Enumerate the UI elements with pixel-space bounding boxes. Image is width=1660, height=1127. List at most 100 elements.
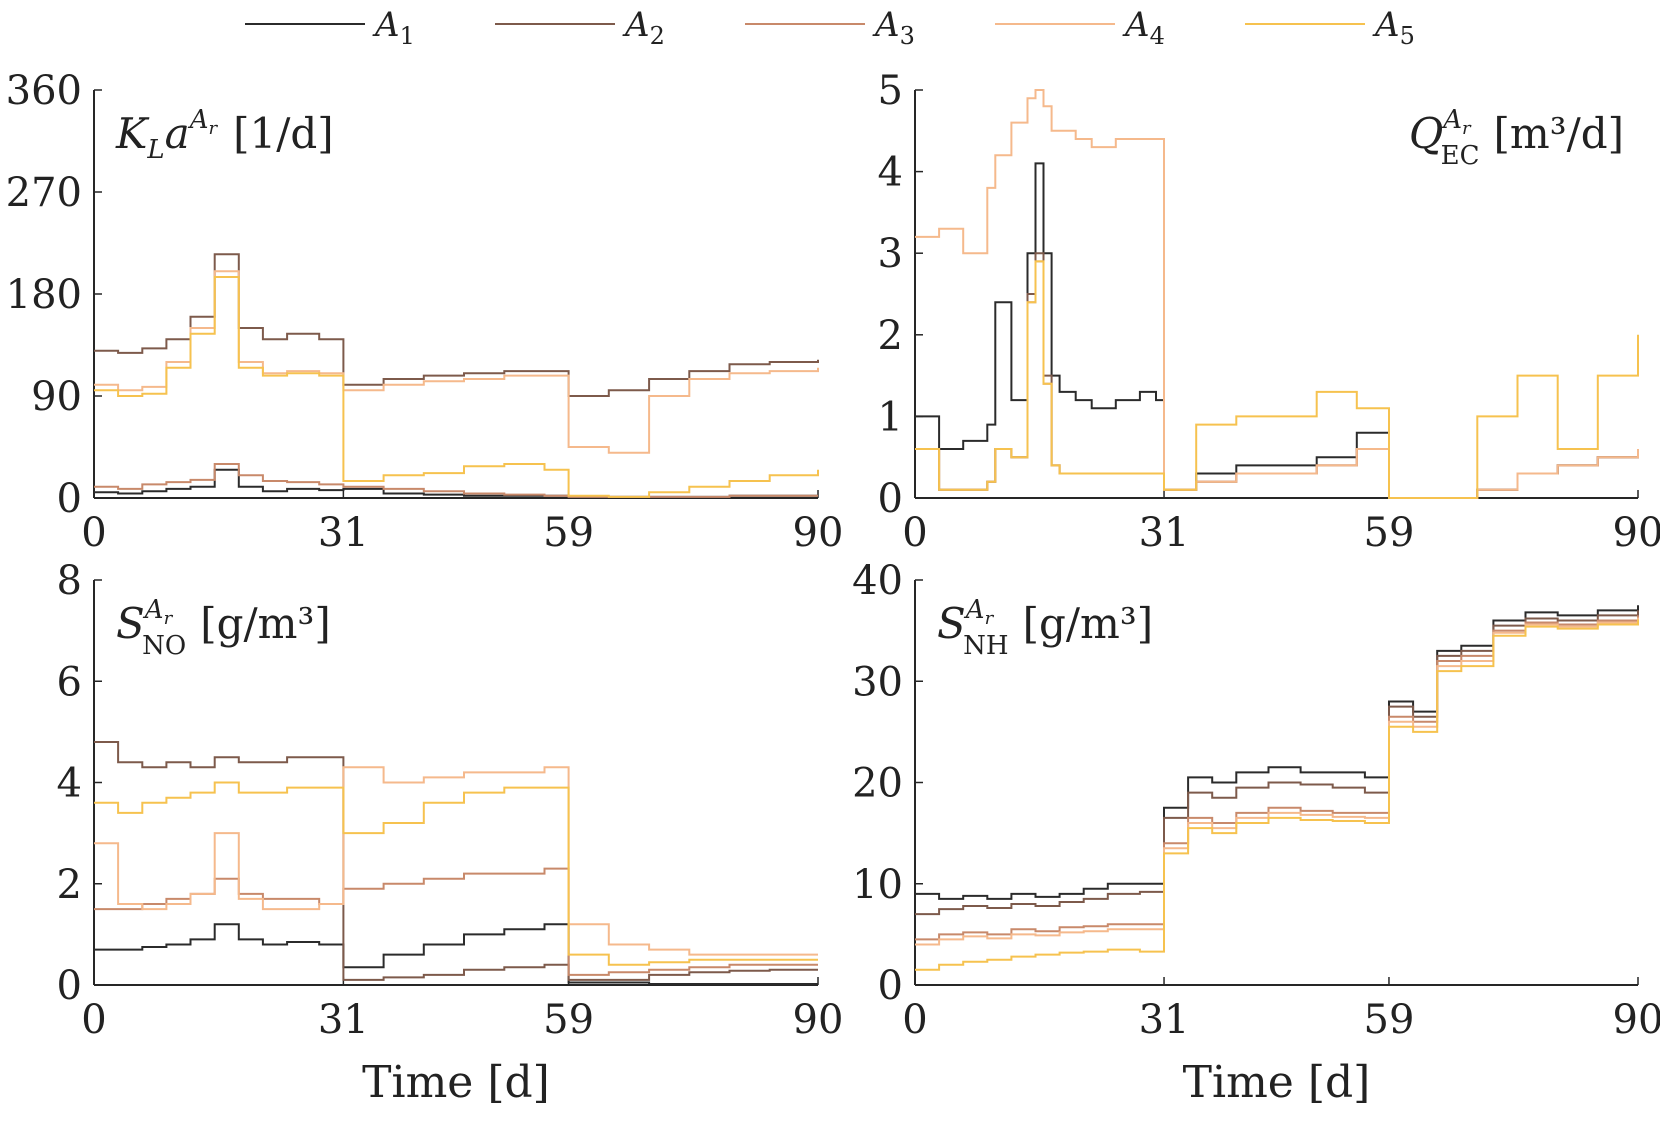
y-tick-label: 180 — [6, 272, 82, 318]
y-tick-label: 40 — [852, 558, 903, 604]
y-tick-label: 8 — [57, 558, 82, 604]
panel-label-unit: [1/d] — [233, 109, 334, 158]
y-tick-label: 4 — [57, 761, 82, 807]
panel-label-sup-sub: r — [164, 608, 174, 629]
legend-label: A2 — [622, 5, 665, 50]
x-tick-label: 59 — [1364, 997, 1415, 1043]
legend-item-5: A5 — [1245, 5, 1415, 50]
y-tick-label: 0 — [57, 963, 82, 1009]
panel-label-sub: NO — [142, 631, 186, 661]
y-tick-label: 2 — [878, 313, 903, 359]
panel-label: SAr NH [g/m³] — [937, 595, 1153, 661]
x-tick-label: 31 — [318, 997, 369, 1043]
panel-label: QAr EC [m³/d] — [1409, 105, 1624, 171]
x-axis-title: Time [d] — [1183, 1057, 1371, 1108]
series-line-A2 — [915, 610, 1639, 916]
legend-label-sub: 5 — [1400, 22, 1415, 50]
series-line-A5 — [94, 276, 819, 498]
panel-label-sup: A — [188, 105, 209, 135]
series-line-A2 — [94, 741, 818, 981]
x-tick-label: 0 — [902, 510, 927, 556]
y-tick-label: 1 — [878, 394, 903, 440]
y-tick-label: 3 — [878, 231, 903, 277]
legend-label-base: A — [372, 5, 400, 45]
y-tick-label: 0 — [878, 963, 903, 1009]
y-tick-label: 4 — [878, 150, 903, 196]
legend-label-sub: 4 — [1150, 22, 1165, 50]
series-line-A3 — [94, 463, 818, 498]
chart-panel-1: 0 90 180 270 360 0 31 59 90 KLaAr [1/d] — [6, 68, 844, 556]
legend: A1 A2 A3 A4 A5 — [245, 5, 1415, 50]
x-tick-label: 0 — [902, 997, 927, 1043]
y-tick-label: 6 — [57, 659, 82, 705]
legend-item-1: A1 — [245, 5, 415, 50]
series-line-A3 — [915, 615, 1639, 941]
series-line-A1 — [915, 162, 1639, 499]
panel-label-sup-sub: r — [985, 608, 995, 629]
legend-label: A4 — [1122, 5, 1165, 50]
x-tick-label: 59 — [1364, 510, 1415, 556]
panel-label-main: K — [115, 109, 150, 158]
series-line-A4 — [94, 766, 818, 956]
panel-label-sup: A — [143, 595, 164, 625]
x-tick-label: 90 — [1613, 997, 1660, 1043]
legend-label-base: A — [1122, 5, 1150, 45]
legend-label-base: A — [1372, 5, 1400, 45]
y-tick-label: 0 — [57, 476, 82, 522]
legend-item-3: A3 — [745, 5, 915, 50]
chart-panel-2: 0 1 2 3 4 5 0 31 59 90 QAr EC [m³/d] — [878, 68, 1660, 556]
panel-label-sup: A — [964, 595, 985, 625]
legend-label-base: A — [872, 5, 900, 45]
panel-label-sup-sub: r — [208, 118, 218, 139]
legend-label: A1 — [372, 5, 415, 50]
x-tick-label: 0 — [81, 510, 106, 556]
chart-panel-4: 0 10 20 30 40 0 31 59 90 Time [d] SAr NH [g/m³] — [852, 558, 1660, 1108]
y-tick-label: 90 — [31, 374, 82, 420]
legend-item-4: A4 — [995, 5, 1165, 50]
series-line-A5 — [915, 619, 1639, 971]
x-tick-label: 31 — [1139, 997, 1190, 1043]
panel-label-main-sub: L — [146, 135, 164, 165]
panel-label-unit: [m³/d] — [1494, 109, 1624, 158]
x-tick-label: 59 — [543, 997, 594, 1043]
series-line-A4 — [94, 270, 819, 454]
legend-label-base: A — [622, 5, 650, 45]
panel-label: KLaAr [1/d] — [115, 105, 334, 165]
x-tick-label: 90 — [793, 997, 844, 1043]
x-tick-label: 90 — [1613, 510, 1660, 556]
panel-label: SAr NO [g/m³] — [116, 595, 331, 661]
x-axis-title: Time [d] — [362, 1057, 550, 1108]
series-line-A1 — [915, 605, 1639, 900]
x-tick-label: 0 — [81, 997, 106, 1043]
series-line-A2 — [94, 253, 819, 397]
y-tick-label: 270 — [6, 170, 82, 216]
panel-label-sup: A — [1441, 105, 1462, 135]
y-tick-label: 360 — [6, 68, 82, 114]
legend-label-sub: 3 — [900, 22, 915, 50]
legend-item-2: A2 — [495, 5, 665, 50]
panel-label-main: S — [116, 599, 145, 648]
legend-label-sub: 1 — [400, 22, 415, 50]
legend-label-sub: 2 — [650, 22, 665, 50]
legend-label: A3 — [872, 5, 915, 50]
series-line-A4 — [915, 617, 1639, 946]
panel-label-mid: a — [165, 109, 190, 158]
panel-label-main: S — [937, 599, 966, 648]
y-tick-label: 30 — [852, 659, 903, 705]
y-tick-label: 20 — [852, 761, 903, 807]
y-tick-label: 10 — [852, 862, 903, 908]
panel-label-unit: [g/m³] — [200, 599, 330, 648]
panel-label-sub: NH — [963, 631, 1008, 661]
panel-label-sub: EC — [1441, 141, 1480, 171]
panel-label-unit: [g/m³] — [1023, 599, 1153, 648]
series-line-A5 — [915, 260, 1639, 499]
legend-label: A5 — [1372, 5, 1415, 50]
chart-panel-3: 0 2 4 6 8 0 31 59 90 Time [d] SAr NO [g/m³] — [57, 558, 844, 1108]
x-tick-label: 90 — [793, 510, 844, 556]
panel-label-sup-sub: r — [1462, 118, 1472, 139]
y-tick-label: 0 — [878, 476, 903, 522]
series-line-A3 — [915, 260, 1639, 499]
x-tick-label: 31 — [318, 510, 369, 556]
x-tick-label: 31 — [1139, 510, 1190, 556]
